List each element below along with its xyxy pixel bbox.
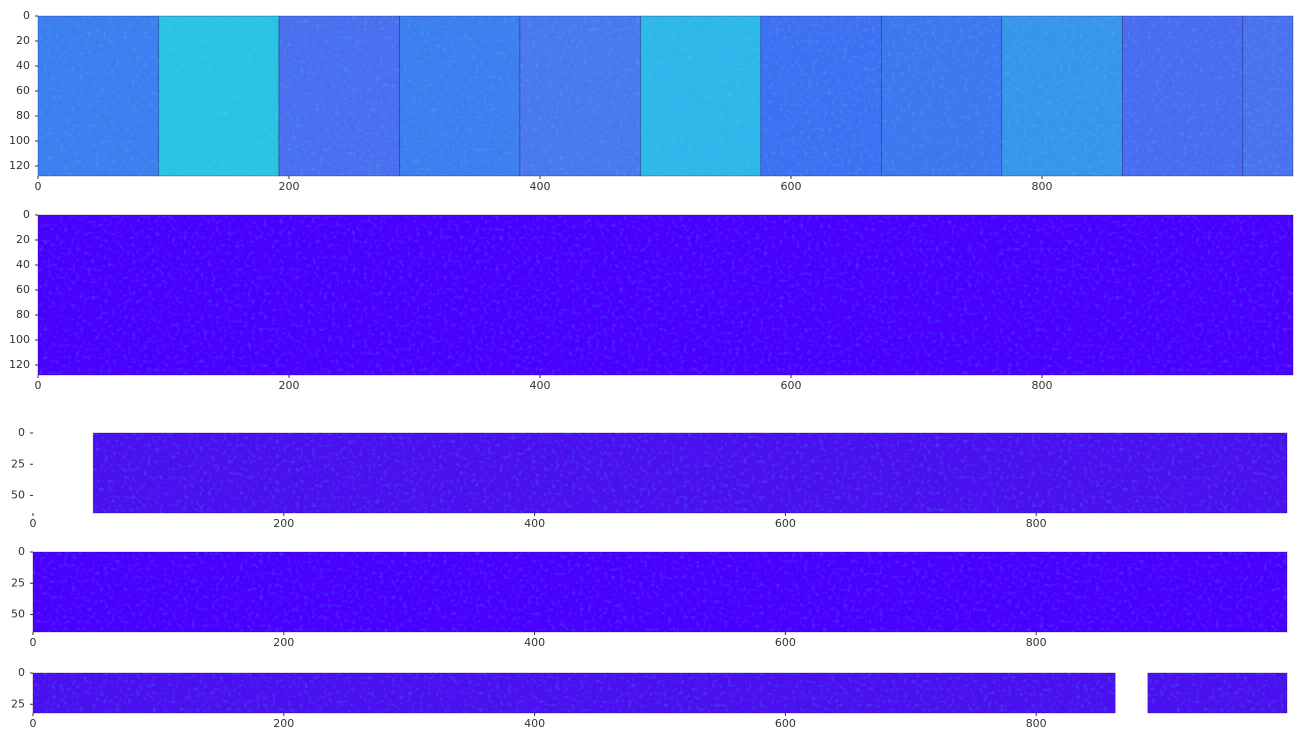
y-tick-label: 80: [16, 109, 30, 122]
x-tick-label: 400: [530, 379, 551, 392]
y-tick-label: 0: [18, 666, 25, 679]
x-tick-label: 800: [1026, 717, 1047, 730]
y-tick-label: 25: [11, 457, 25, 470]
y-tick-label: 0: [23, 9, 30, 22]
y-tick-label: 60: [16, 84, 30, 97]
y-tick-label: 120: [9, 358, 30, 371]
x-tick-label: 800: [1026, 517, 1047, 530]
y-tick-label: 50: [11, 608, 25, 621]
tile-border: [32, 672, 1116, 714]
tile-border: [1147, 672, 1288, 714]
texture: [33, 552, 1287, 632]
texture: [158, 16, 279, 176]
x-tick-label: 200: [273, 636, 294, 649]
x-tick-label: 0: [35, 379, 42, 392]
texture: [1242, 16, 1293, 176]
texture: [399, 16, 520, 176]
texture: [881, 16, 1002, 176]
y-tick-label: 100: [9, 134, 30, 147]
texture: [1147, 673, 1287, 713]
x-tick-label: 800: [1032, 379, 1053, 392]
texture: [760, 16, 882, 176]
x-tick-label: 600: [781, 379, 802, 392]
y-tick-label: 120: [9, 159, 30, 172]
x-tick-label: 600: [781, 180, 802, 193]
texture: [38, 16, 159, 176]
tile-border: [1242, 15, 1294, 177]
x-tick-label: 200: [279, 379, 300, 392]
x-tick-label: 600: [775, 717, 796, 730]
y-tick-label: 50: [11, 489, 25, 502]
x-tick-label: 800: [1026, 636, 1047, 649]
texture: [93, 433, 1287, 513]
y-tick-label: 20: [16, 34, 30, 47]
x-tick-label: 400: [524, 636, 545, 649]
x-tick-label: 400: [524, 517, 545, 530]
x-tick-label: 0: [30, 717, 37, 730]
texture: [33, 673, 1116, 713]
y-tick-label: 25: [11, 697, 25, 710]
y-tick-label: 80: [16, 308, 30, 321]
x-tick-label: 0: [30, 636, 37, 649]
y-tick-label: 60: [16, 283, 30, 296]
tile-border: [37, 214, 1294, 376]
x-tick-label: 200: [273, 717, 294, 730]
y-tick-label: 0: [23, 208, 30, 221]
y-tick-label: 40: [16, 59, 30, 72]
texture: [1001, 16, 1123, 176]
x-tick-label: 0: [35, 180, 42, 193]
texture: [38, 215, 1293, 375]
y-tick-label: 0: [18, 426, 25, 439]
x-tick-label: 600: [775, 636, 796, 649]
texture: [1122, 16, 1243, 176]
texture: [278, 16, 400, 176]
x-tick-label: 400: [530, 180, 551, 193]
y-tick-label: 20: [16, 233, 30, 246]
texture: [519, 16, 641, 176]
y-tick-label: 40: [16, 258, 30, 271]
x-tick-label: 200: [273, 517, 294, 530]
x-tick-label: 600: [775, 517, 796, 530]
x-tick-label: 800: [1032, 180, 1053, 193]
x-tick-label: 0: [30, 517, 37, 530]
tile-border: [32, 551, 1288, 633]
texture: [640, 16, 761, 176]
y-tick-label: 0: [18, 545, 25, 558]
tile-border: [92, 432, 1288, 514]
x-tick-label: 200: [279, 180, 300, 193]
y-tick-label: 100: [9, 333, 30, 346]
y-tick-label: 25: [11, 576, 25, 589]
x-tick-label: 400: [524, 717, 545, 730]
